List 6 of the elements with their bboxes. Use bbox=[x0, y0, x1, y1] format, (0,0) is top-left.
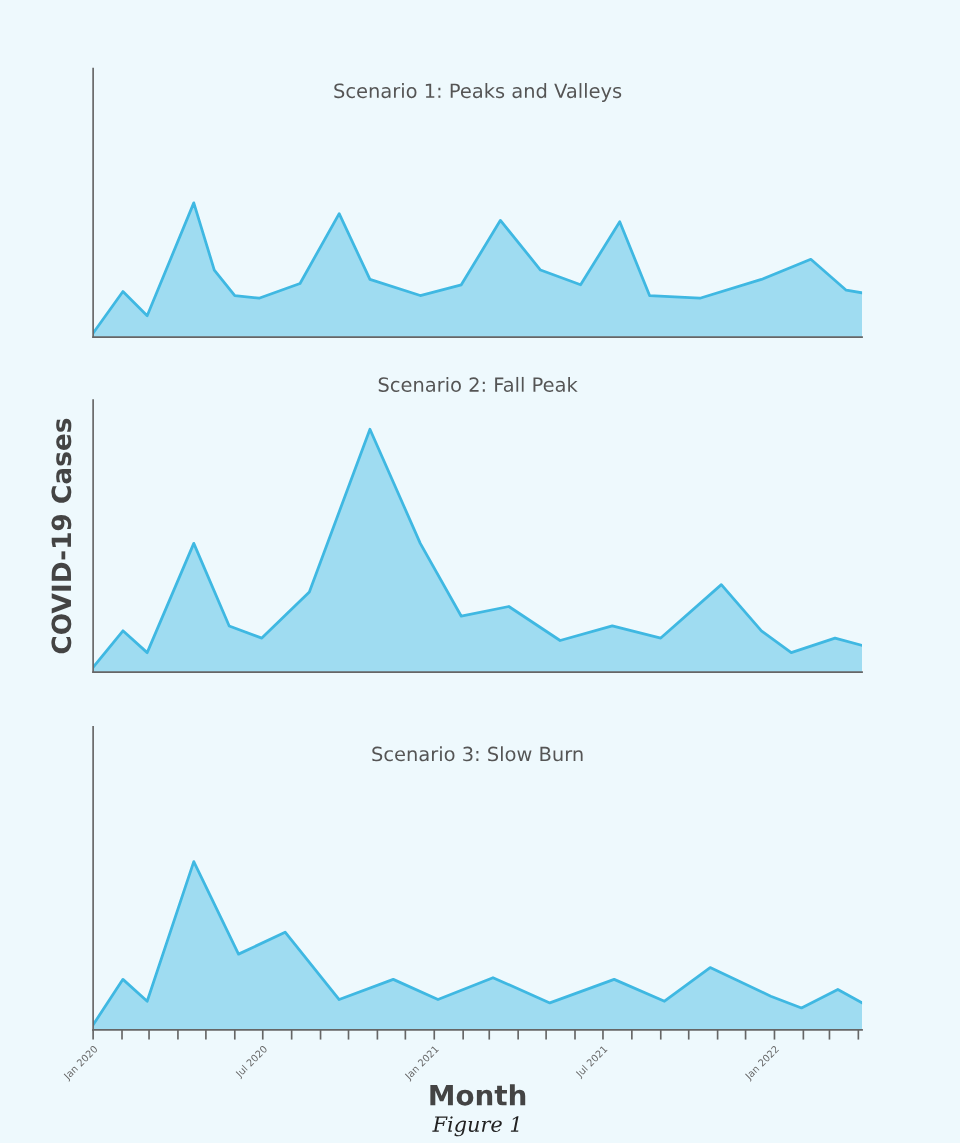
chart-title: Scenario 2: Fall Peak bbox=[378, 376, 578, 392]
x-axis-title: Month bbox=[430, 1084, 526, 1106]
chart-title: Scenario 1: Peaks and Valleys bbox=[334, 83, 622, 102]
chart-title: Scenario 3: Slow Burn bbox=[372, 746, 583, 762]
y-axis-title: COVID-19 Cases bbox=[51, 418, 72, 654]
caption: Figure 1 bbox=[432, 1116, 519, 1137]
